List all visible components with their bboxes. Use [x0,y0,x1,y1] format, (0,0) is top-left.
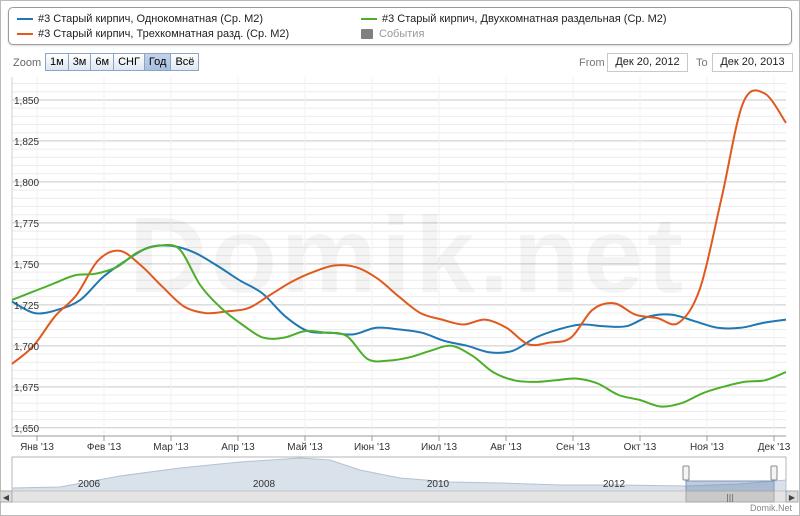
scroll-left-arrow-icon: ◀ [3,493,10,502]
legend-label-two-room: #3 Старый кирпич, Двухкомнатная раздельн… [382,13,667,25]
legend-item-two-room[interactable]: #3 Старый кирпич, Двухкомнатная раздельн… [361,12,667,26]
y-tick-label: 1,725 [14,301,39,312]
range-from-input[interactable]: Дек 20, 2012 [607,53,688,72]
legend-label-events: События [379,28,425,40]
legend-item-three-room[interactable]: #3 Старый кирпич, Трехкомнатная разд. (С… [17,27,289,41]
zoom-1m-button[interactable]: 1м [45,53,69,71]
x-tick-label: Авг '13 [490,442,522,453]
legend-label-three-room: #3 Старый кирпич, Трехкомнатная разд. (С… [38,28,290,40]
y-tick-label: 1,775 [14,219,39,230]
scroll-left-button[interactable] [0,490,13,503]
y-tick-label: 1,750 [14,260,39,271]
zoom-1y-button[interactable]: Год [143,53,172,71]
scrollbar-thumb[interactable] [685,490,775,503]
navigator-left-handle[interactable] [682,465,690,481]
series-line-three-room [11,89,787,365]
legend-swatch-events [361,29,373,39]
series-line-two-room [11,243,787,408]
zoom-3m-button[interactable]: 3м [67,53,92,71]
x-tick-label: Июл '13 [421,442,458,453]
y-tick-label: 1,675 [14,383,39,394]
x-tick-label: Мар '13 [153,442,189,453]
x-tick-label: Сен '13 [556,442,591,453]
legend-label-one-room: #3 Старый кирпич, Однокомнатная (Ср. M2) [38,13,264,25]
range-from-label: From [579,57,605,69]
x-tick-label: Июн '13 [354,442,390,453]
legend-swatch-three-room [17,33,33,35]
credit-text: Domik.Net [749,503,792,513]
navigator-right-handle[interactable] [770,465,778,481]
axis-layer: 1,650 1,675 1,700 1,725 1,750 1,775 1,800 1,825… [12,96,791,453]
zoom-button-group: 1м 3м 6м СНГ Год Всё [45,53,200,71]
scroll-right-arrow-icon: ▶ [789,493,796,502]
y-tick-label: 1,850 [14,96,39,107]
navigator-year-label: 2008 [253,479,276,490]
y-tick-label: 1,800 [14,178,39,189]
scroll-right-button[interactable] [785,490,799,503]
y-tick-label: 1,700 [14,342,39,353]
scrollbar-track[interactable] [11,490,787,503]
range-to-label: To [696,57,708,69]
y-tick-label: 1,650 [14,424,39,435]
zoom-6m-button[interactable]: 6м [90,53,115,71]
series-layer [11,89,787,408]
navigator-year-labels: 2006 2008 2010 2012 [78,479,626,490]
x-tick-label: Дек '13 [758,442,791,453]
navigator-year-label: 2012 [603,479,626,490]
scrollbar-grip-icon: ||| [726,493,734,502]
zoom-all-button[interactable]: Всё [170,53,200,71]
x-tick-label: Ноя '13 [690,442,724,453]
x-tick-label: Янв '13 [20,442,54,453]
navigator[interactable]: ||| ◀ ▶ 2006 2008 2010 2012 [0,456,799,503]
navigator-year-label: 2010 [427,479,450,490]
legend-swatch-two-room [361,18,377,20]
x-tick-label: Май '13 [287,442,323,453]
legend-item-events[interactable]: События [361,27,424,41]
watermark-text: Domik.net [129,194,687,315]
x-tick-label: Окт '13 [624,442,657,453]
x-tick-label: Фев '13 [87,442,122,453]
range-to-input[interactable]: Дек 20, 2013 [712,53,793,72]
navigator-year-label: 2006 [78,479,101,490]
legend-swatch-one-room [17,18,33,20]
zoom-label: Zoom [13,57,42,69]
zoom-ytd-button[interactable]: СНГ [113,53,145,71]
legend-item-one-room[interactable]: #3 Старый кирпич, Однокомнатная (Ср. M2) [17,12,263,26]
y-tick-label: 1,825 [14,137,39,148]
legend: #3 Старый кирпич, Однокомнатная (Ср. M2)… [8,7,792,45]
x-tick-label: Апр '13 [221,442,255,453]
